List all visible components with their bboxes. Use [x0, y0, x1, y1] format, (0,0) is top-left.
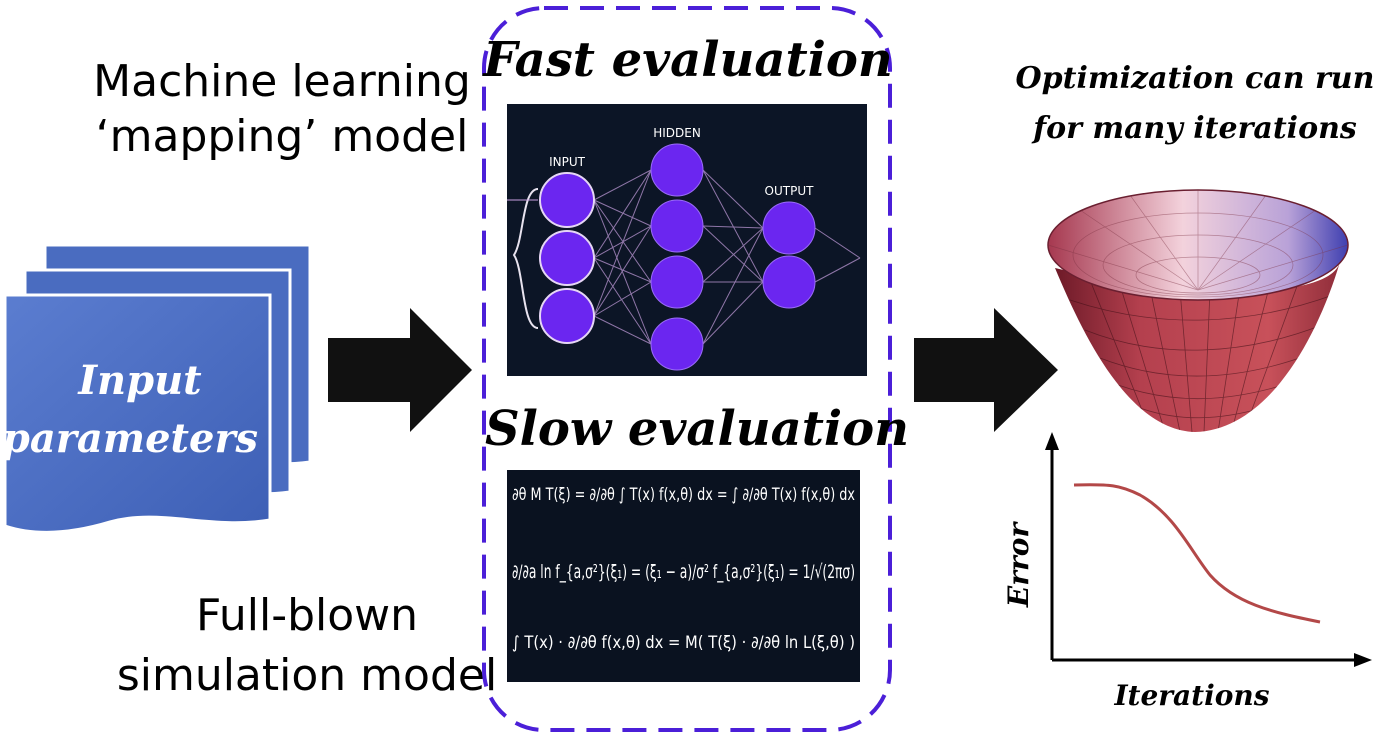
nn-edge	[593, 315, 652, 345]
ml-model-label-line2: ‘mapping’ model	[96, 111, 469, 162]
arrow-left	[328, 308, 472, 432]
nn-edge	[702, 225, 764, 283]
error-plot: Error Iterations	[1002, 432, 1372, 712]
nn-edge	[702, 281, 764, 345]
nn-edge	[593, 257, 652, 345]
neural-network-panel: INPUT HIDDEN OUTPUT	[507, 104, 867, 376]
nn-edge	[702, 225, 764, 229]
nn-input-node	[539, 230, 595, 286]
nn-input-node	[539, 288, 595, 344]
nn-edge	[593, 257, 652, 283]
nn-edge	[702, 227, 764, 283]
nn-output-edge	[814, 257, 861, 283]
equation-line-3: ∫ T(x) · ∂/∂θ f(x,θ) dx = M( T(ξ) · ∂/∂θ…	[512, 633, 855, 653]
full-model-label-line1: Full-blown	[196, 590, 418, 641]
nn-hidden-node	[650, 143, 704, 197]
input-label-line1: Input	[77, 357, 202, 404]
ml-model-label: Machine learning ‘mapping’ model	[93, 56, 471, 162]
full-model-label: Full-blown simulation model	[117, 590, 497, 701]
nn-input-node	[539, 172, 595, 228]
equation-line-2: ∂/∂a ln f_{a,σ²}(ξ₁) = (ξ₁ − a)/σ² f_{a,…	[512, 561, 855, 583]
nn-edge	[593, 281, 652, 317]
nn-edge	[702, 169, 764, 229]
input-parameters-stack: Input parameters	[2, 243, 312, 534]
bowl-inner-grid	[1048, 190, 1348, 298]
nn-output-label: OUTPUT	[765, 184, 815, 198]
full-model-label-line2: simulation model	[117, 650, 497, 701]
optimization-title-line2: for many iterations	[1031, 111, 1357, 146]
nn-hidden-node	[650, 317, 704, 371]
nn-edge	[702, 227, 764, 345]
equation-line-1: ∂θ M T(ξ) = ∂/∂θ ∫ T(x) f(x,θ) dx = ∫ ∂/…	[512, 485, 855, 505]
fast-evaluation-title: Fast evaluation	[481, 32, 893, 88]
nn-edge	[702, 169, 764, 283]
nn-edge	[593, 199, 652, 345]
input-sheet-front	[3, 293, 272, 534]
equations-background	[507, 470, 860, 682]
nn-input-label: INPUT	[549, 155, 586, 169]
error-curve	[1073, 483, 1321, 624]
nn-hidden-node	[650, 199, 704, 253]
ml-model-label-line1: Machine learning	[93, 56, 471, 107]
slow-evaluation-title: Slow evaluation	[485, 401, 909, 457]
nn-edge	[593, 199, 652, 227]
nn-output-node	[762, 201, 816, 255]
nn-edge	[593, 169, 652, 259]
y-axis-label: Error	[1002, 521, 1035, 609]
nn-output-node	[762, 255, 816, 309]
nn-edge	[593, 199, 652, 283]
equations-panel: ∂θ M T(ξ) = ∂/∂θ ∫ T(x) f(x,θ) dx = ∫ ∂/…	[507, 470, 860, 682]
nn-hidden-label: HIDDEN	[653, 126, 701, 140]
nn-output-edge	[814, 227, 861, 259]
nn-edge	[593, 169, 652, 201]
optimization-title-line1: Optimization can run	[1016, 61, 1375, 96]
nn-hidden-node	[650, 255, 704, 309]
y-axis-arrowhead	[1045, 432, 1059, 450]
bowl-inner	[1047, 189, 1349, 301]
nn-nodes	[539, 143, 816, 371]
nn-edge	[593, 225, 652, 317]
input-label-line2: parameters	[2, 415, 258, 462]
x-axis-arrowhead	[1354, 653, 1372, 667]
nn-edge	[593, 169, 652, 317]
nn-connections	[593, 169, 861, 345]
bowl-outer-grid	[1069, 277, 1334, 432]
arrow-right	[914, 308, 1058, 432]
error-surface-bowl	[1047, 189, 1349, 432]
x-axis-label: Iterations	[1113, 679, 1269, 712]
